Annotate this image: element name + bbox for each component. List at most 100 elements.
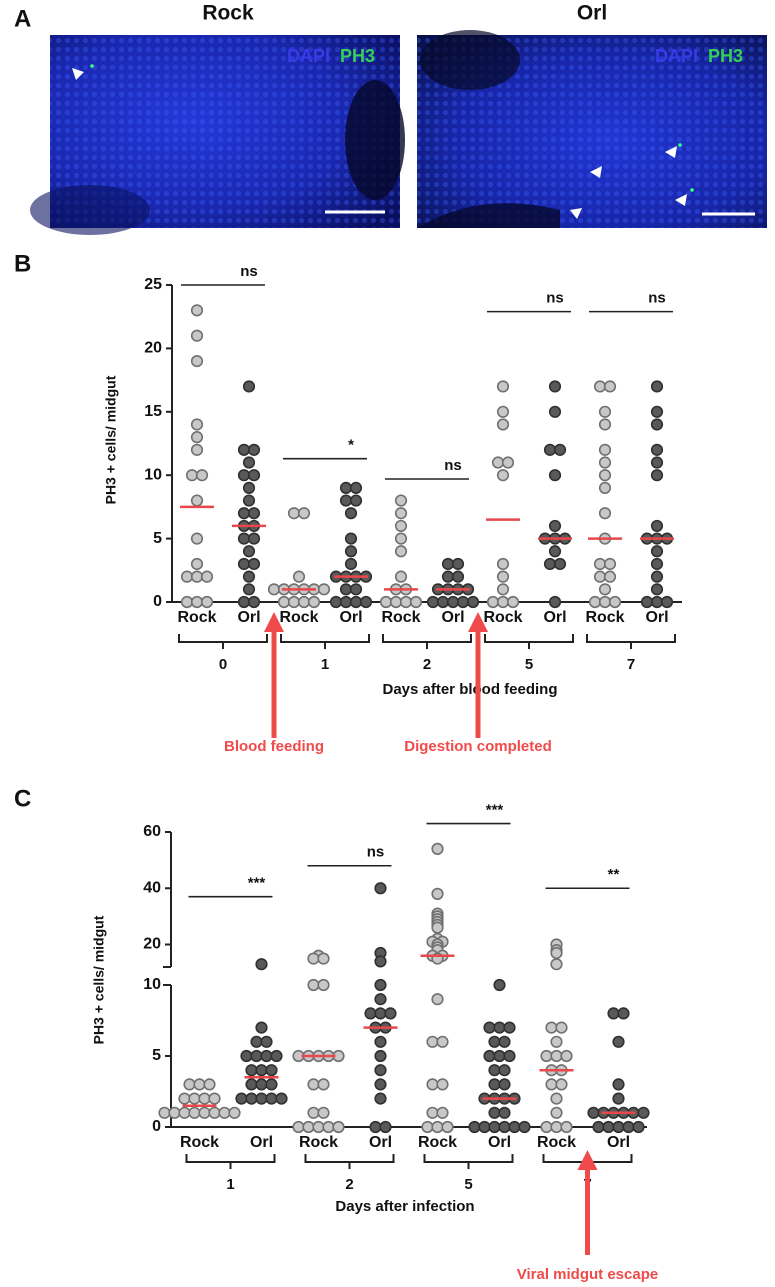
data-point: [468, 1120, 481, 1134]
data-point: [496, 570, 510, 583]
data-point: [560, 1120, 573, 1134]
data-point: [255, 958, 268, 971]
data-point: [158, 1106, 171, 1119]
data-point: [550, 958, 563, 971]
data-point: [193, 1078, 206, 1091]
data-point: [622, 1120, 635, 1134]
data-point: [640, 595, 654, 609]
data-point: [374, 1007, 387, 1020]
data-point: [548, 469, 562, 482]
data-point: [553, 557, 567, 571]
data-point: [190, 431, 204, 444]
data-point: [190, 532, 204, 545]
data-point: [364, 1007, 377, 1020]
group-bracket: [280, 634, 370, 649]
group-bracket: [423, 1154, 514, 1169]
significance-label: ns: [444, 457, 462, 474]
x-tick-label: 1: [321, 656, 329, 673]
data-point: [436, 595, 450, 609]
data-point: [650, 418, 664, 431]
data-point: [637, 1106, 650, 1119]
data-point: [503, 1049, 516, 1063]
group-bracket: [304, 1154, 395, 1169]
data-point: [486, 595, 500, 609]
series-label: Rock: [483, 609, 522, 626]
data-point: [598, 456, 612, 469]
data-point: [550, 946, 563, 960]
data-point: [292, 1120, 305, 1134]
y-tick-label: 5: [153, 530, 162, 547]
data-point: [359, 595, 373, 609]
data-point: [592, 1120, 605, 1134]
data-point: [242, 570, 256, 583]
data-point: [540, 1120, 553, 1134]
stain-label: PH3: [708, 46, 743, 66]
series-label: Rock: [381, 609, 420, 626]
data-point: [498, 1106, 511, 1119]
series-label: Orl: [645, 609, 668, 626]
data-point: [339, 494, 353, 507]
data-point: [498, 1078, 511, 1091]
data-point: [617, 1007, 630, 1020]
data-point: [426, 1106, 439, 1119]
data-point: [208, 1106, 221, 1119]
data-point: [185, 469, 199, 482]
data-point: [277, 595, 291, 609]
data-point: [374, 1035, 387, 1048]
y-tick-label: 0: [153, 593, 162, 610]
series-label: Rock: [537, 1134, 576, 1151]
y-tick-label: 60: [143, 823, 161, 840]
x-tick-label: 2: [423, 656, 431, 673]
y-tick-label: 20: [144, 340, 162, 357]
x-tick-label: 0: [219, 656, 227, 673]
group-bracket: [586, 634, 676, 649]
micrograph: DAPI PH3: [417, 30, 767, 228]
data-point: [496, 418, 510, 431]
data-point: [307, 595, 321, 609]
data-point: [421, 1120, 434, 1134]
x-axis-label: Days after blood feeding: [382, 681, 557, 698]
data-point: [374, 978, 387, 992]
data-point: [190, 494, 204, 507]
data-point: [426, 595, 440, 609]
data-point: [247, 557, 261, 571]
data-point: [297, 507, 311, 520]
data-point: [317, 1106, 330, 1119]
data-point: [242, 494, 256, 507]
stain-label: DAPI: [287, 46, 330, 66]
data-point: [349, 494, 363, 507]
data-point: [588, 595, 602, 609]
data-point: [344, 507, 358, 520]
x-tick-label: 5: [525, 656, 533, 673]
data-point: [247, 469, 261, 482]
data-point: [339, 583, 353, 596]
data-point: [488, 1035, 501, 1048]
data-point: [255, 1021, 268, 1034]
data-point: [598, 507, 612, 520]
data-point: [247, 507, 261, 520]
group-bracket: [178, 634, 268, 649]
series-label: Orl: [250, 1134, 273, 1151]
data-point: [394, 519, 408, 533]
data-point: [426, 1035, 439, 1048]
data-point: [548, 519, 562, 533]
data-point: [250, 1049, 263, 1063]
data-point: [183, 1078, 196, 1091]
data-point: [228, 1106, 241, 1119]
data-point: [190, 595, 204, 609]
data-point: [518, 1120, 531, 1134]
data-point: [431, 887, 444, 900]
data-point: [503, 1021, 516, 1034]
data-point: [369, 1120, 382, 1134]
data-point: [543, 443, 557, 456]
data-point: [466, 595, 480, 609]
data-point: [394, 570, 408, 583]
data-point: [190, 329, 204, 342]
data-point: [660, 595, 674, 609]
data-point: [180, 570, 194, 583]
data-point: [488, 1064, 501, 1077]
data-point: [441, 1120, 454, 1134]
data-point: [650, 443, 664, 456]
data-point: [491, 456, 505, 469]
group-bracket: [382, 634, 472, 649]
